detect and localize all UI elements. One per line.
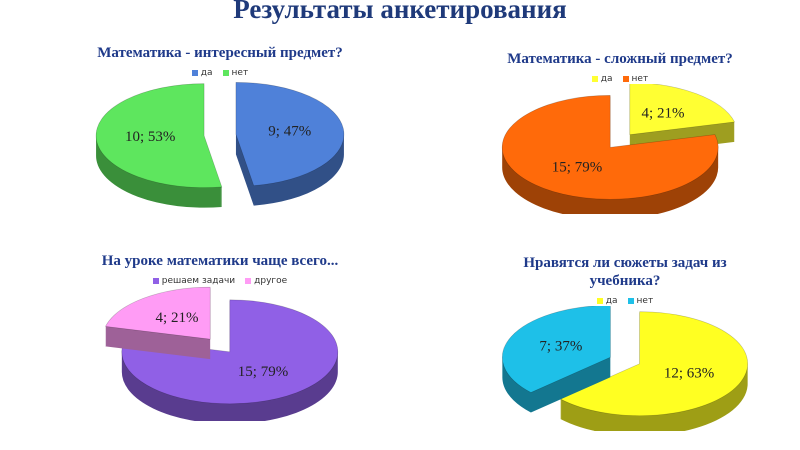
legend-item: нет xyxy=(222,68,249,78)
pie-area: 12; 63% 7; 37% xyxy=(502,304,748,436)
legend: да нет xyxy=(40,68,400,78)
legend-swatch xyxy=(245,277,252,284)
legend-item: да xyxy=(596,296,618,306)
data-label: 15; 79% xyxy=(552,159,602,175)
slice xyxy=(105,286,211,340)
legend-label: другое xyxy=(254,276,288,286)
data-label: 15; 79% xyxy=(238,364,288,380)
legend-swatch xyxy=(591,75,598,82)
data-label: 4; 21% xyxy=(156,310,199,326)
data-label: 10; 53% xyxy=(125,129,175,145)
pie-area: 4; 21% 15; 79% xyxy=(501,82,735,220)
pie-area: 15; 79% 4; 21% xyxy=(105,286,339,424)
data-label: 7; 37% xyxy=(539,338,582,354)
chart: На уроке математики чаще всего... решаем … xyxy=(40,252,400,426)
chart: Математика - интересный предмет? да нет 9; … xyxy=(40,44,400,213)
legend-swatch xyxy=(622,75,629,82)
legend: да нет xyxy=(440,74,800,84)
legend-swatch xyxy=(596,297,603,304)
pie-area: 9; 47% 10; 53% xyxy=(95,82,345,208)
legend-label: нет xyxy=(636,296,654,306)
chart-title: Нравятся ли сюжеты задач из учебника? xyxy=(523,255,727,289)
legend: да нет xyxy=(460,296,790,306)
slide-title: Результаты анкетирования xyxy=(233,0,567,24)
data-label: 9; 47% xyxy=(268,124,311,140)
data-label: 4; 21% xyxy=(642,106,685,122)
slice xyxy=(629,82,735,136)
legend-item: да xyxy=(191,68,213,78)
chart-title: Математика - сложный предмет? xyxy=(507,51,733,67)
legend-swatch xyxy=(191,69,198,76)
slice xyxy=(559,311,748,416)
legend-item: решаем задачи xyxy=(152,276,236,286)
legend-label: нет xyxy=(631,74,649,84)
legend-item: нет xyxy=(627,296,654,306)
legend-label: нет xyxy=(231,68,249,78)
slice xyxy=(95,83,223,188)
legend: решаем задачи другое xyxy=(40,276,400,286)
legend-label: да xyxy=(605,296,618,306)
legend-swatch xyxy=(222,69,229,76)
legend-swatch xyxy=(627,297,634,304)
legend-swatch xyxy=(152,277,159,284)
chart-title: Математика - интересный предмет? xyxy=(97,45,343,61)
chart: Математика - сложный предмет? да нет 4; 21%… xyxy=(440,50,800,220)
legend-label: да xyxy=(600,74,613,84)
chart-title: На уроке математики чаще всего... xyxy=(101,253,339,269)
legend-item: нет xyxy=(622,74,649,84)
legend-item: другое xyxy=(245,276,287,286)
data-label: 12; 63% xyxy=(664,366,714,382)
slice xyxy=(502,304,611,393)
legend-label: решаем задачи xyxy=(161,276,236,286)
slice xyxy=(121,299,339,405)
legend-label: да xyxy=(200,68,213,78)
slice xyxy=(235,82,345,186)
legend-item: да xyxy=(591,74,613,84)
chart: Нравятся ли сюжеты задач из учебника? да н… xyxy=(460,254,790,436)
slice xyxy=(501,95,719,200)
